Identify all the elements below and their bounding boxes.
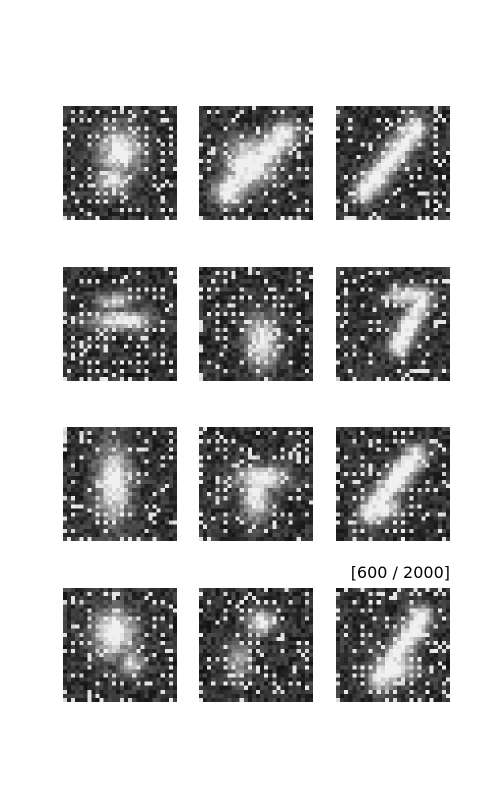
generated-sample-r2c1 (63, 267, 177, 381)
generated-sample-r2c3 (336, 267, 450, 381)
generated-sample-r1c2 (199, 106, 313, 220)
generated-sample-r4c3 (336, 588, 450, 702)
generated-sample-r1c1 (63, 106, 177, 220)
generated-sample-r4c1 (63, 588, 177, 702)
generated-sample-r2c2 (199, 267, 313, 381)
generated-sample-r1c3 (336, 106, 450, 220)
progress-caption: [600 / 2000] (350, 563, 450, 582)
generated-sample-r3c3 (336, 427, 450, 541)
generated-sample-r3c2 (199, 427, 313, 541)
generated-sample-r4c2 (199, 588, 313, 702)
generated-sample-r3c1 (63, 427, 177, 541)
